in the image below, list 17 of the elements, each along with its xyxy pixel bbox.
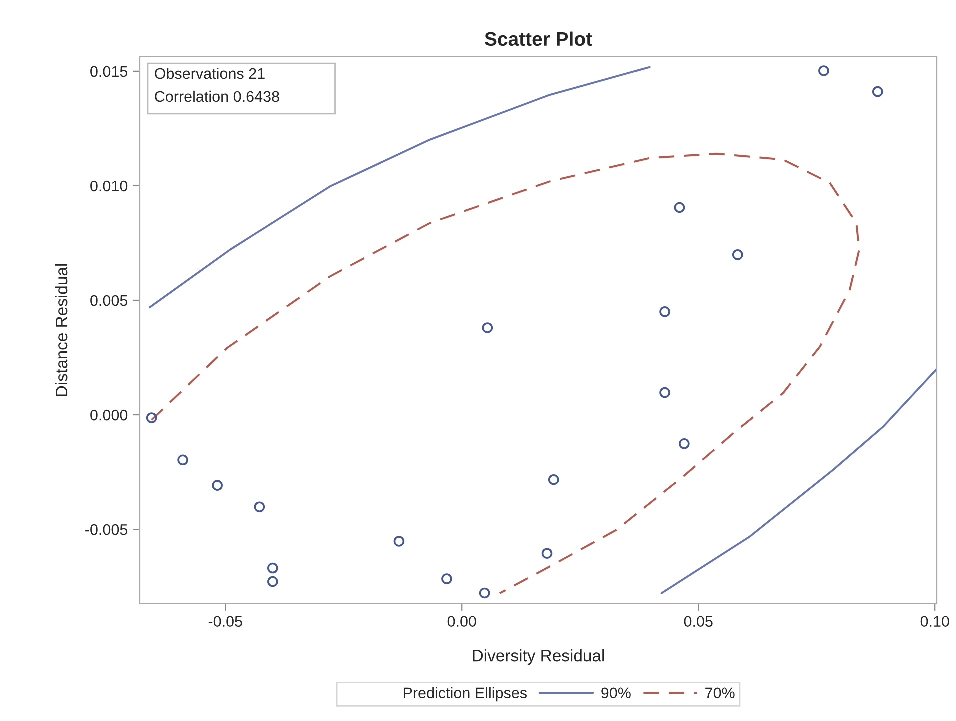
y-axis-title: Distance Residual (55, 264, 68, 396)
chart-title: Scatter Plot (485, 32, 592, 46)
y-tick-label: -0.005 (86, 524, 128, 536)
legend-label: 90% (602, 688, 631, 699)
x-tick-label: -0.05 (208, 616, 242, 628)
y-tick-label: 0.015 (90, 66, 128, 78)
y-tick-label: 0.000 (90, 410, 128, 421)
x-tick-label: 0.05 (684, 616, 713, 628)
annotation: Observations 21 (155, 68, 265, 80)
x-axis-title: Diversity Residual (473, 649, 604, 666)
annotation: Correlation 0.6438 (155, 90, 280, 102)
legend-title: Prediction Ellipses (404, 687, 528, 702)
y-tick-label: 0.005 (90, 295, 128, 306)
y-tick-label: 0.010 (90, 180, 128, 192)
legend-label: 70% (706, 688, 735, 699)
x-tick-label: 0.10 (920, 616, 950, 628)
x-tick-label: 0.00 (448, 616, 476, 628)
